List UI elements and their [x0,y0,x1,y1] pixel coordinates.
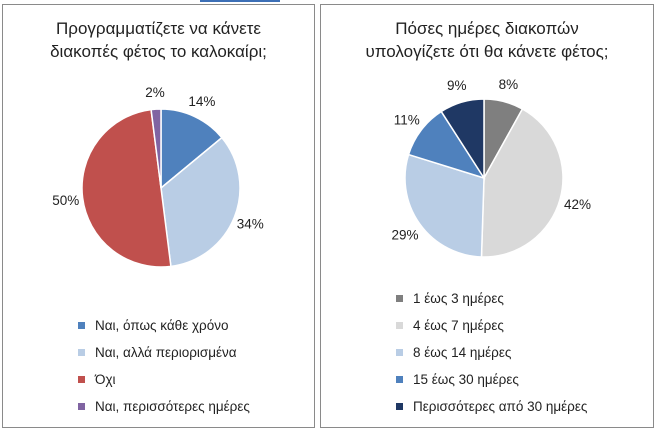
legend-swatch [396,322,403,329]
legend-label: 4 έως 7 ημέρες [413,318,504,333]
data-label-2: 42% [564,197,591,212]
legend-item-2: Ναι, αλλά περιορισμένα [78,339,250,366]
chart-title-holiday-days: Πόσες ημέρες διακοπών υπολογίζετε ότι θα… [321,17,653,63]
data-label-1: 8% [499,77,519,92]
pie-slice-4 [150,108,162,189]
legend-label: Ναι, αλλά περιορισμένα [95,345,237,360]
chart-title-holiday-plans: Προγραμματίζετε να κάνετε διακοπές φέτος… [3,17,314,63]
legend-label: Ναι, περισσότερες ημέρες [95,399,250,414]
legend-item-1: Ναι, όπως κάθε χρόνο [78,312,250,339]
pie-slice-1 [160,108,223,190]
legend-label: 15 έως 30 ημέρες [413,372,519,387]
pie-slice-2 [480,107,564,258]
pie-chart-holiday-plans: 14% 34% 50% 2% [52,85,264,268]
top-accent-line [200,0,280,2]
chart-panel-holiday-days: Πόσες ημέρες διακοπών υπολογίζετε ότι θα… [320,4,654,428]
legend-swatch [78,322,85,329]
data-label-4: 11% [394,112,420,127]
pie-slice-5 [440,98,485,181]
data-label-1: 14% [188,94,215,109]
legend-swatch [78,376,85,383]
chart-title-line-2: υπολογίζετε ότι θα κάνετε φέτος; [365,42,609,61]
data-label-3: 50% [52,193,79,208]
pie-slice-2 [160,136,241,268]
legend-swatch [396,376,403,383]
data-label-2: 34% [237,216,264,231]
legend-item-4: Ναι, περισσότερες ημέρες [78,393,250,420]
data-label-3: 29% [391,227,418,242]
pie-chart-holiday-days: 8% 42% 29% 11% 9% [391,77,591,258]
legend-label: 8 έως 14 ημέρες [413,345,512,360]
data-label-4: 2% [145,85,165,100]
legend-holiday-days: 1 έως 3 ημέρες 4 έως 7 ημέρες 8 έως 14 ημέ… [396,285,587,420]
data-label-5: 9% [447,78,467,93]
legend-item-2: 4 έως 7 ημέρες [396,312,587,339]
legend-item-5: Περισσότερες από 30 ημέρες [396,393,587,420]
pie-slice-3 [81,108,172,268]
legend-item-3: Όχι [78,366,250,393]
chart-panel-holiday-plans: Προγραμματίζετε να κάνετε διακοπές φέτος… [2,4,315,428]
chart-title-line-2: διακοπές φέτος το καλοκαίρι; [50,42,267,61]
legend-swatch [396,403,403,410]
legend-item-4: 15 έως 30 ημέρες [396,366,587,393]
chart-title-line-1: Προγραμματίζετε να κάνετε [56,19,261,38]
legend-holiday-plans: Ναι, όπως κάθε χρόνο Ναι, αλλά περιορισμέ… [78,312,250,420]
legend-label: Όχι [95,372,116,387]
legend-swatch [78,349,85,356]
legend-item-1: 1 έως 3 ημέρες [396,285,587,312]
legend-item-3: 8 έως 14 ημέρες [396,339,587,366]
pie-slice-3 [404,153,485,258]
legend-swatch [396,349,403,356]
legend-label: Ναι, όπως κάθε χρόνο [95,318,229,333]
legend-swatch [78,403,85,410]
legend-swatch [396,295,403,302]
legend-label: Περισσότερες από 30 ημέρες [413,399,588,414]
legend-label: 1 έως 3 ημέρες [413,291,504,306]
chart-title-line-1: Πόσες ημέρες διακοπών [395,19,579,38]
